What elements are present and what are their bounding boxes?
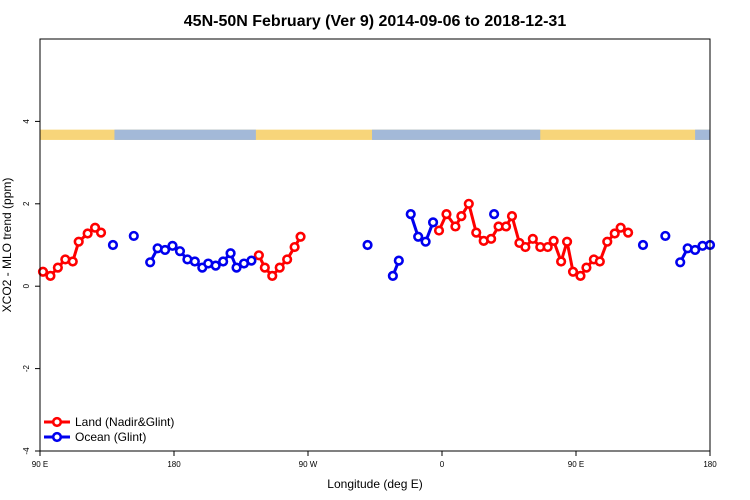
data-point [609,228,620,239]
data-point [456,211,467,222]
data-point [602,236,613,247]
y-tick-label: -4 [22,447,31,455]
series-land [37,198,634,282]
x-axis: 90 E 180 90 W 0 90 E 180 [32,451,717,469]
legend-marker [51,416,63,428]
y-tick-label: -2 [22,364,31,372]
y-axis-label: XCO2 - MLO trend (ppm) [0,178,14,313]
data-point [253,250,264,261]
series-ocean [107,209,716,282]
data-point [274,262,285,273]
data-point [210,260,221,271]
y-tick-label: 2 [22,201,31,206]
plot-frame [39,38,711,452]
ocean-band [114,129,256,140]
data-point [623,227,634,238]
data-point [433,225,445,236]
data-point [441,209,452,220]
data-point [575,270,586,282]
data-point [548,235,559,246]
data-point [246,255,257,266]
data-point [218,256,229,267]
data-point [427,217,439,228]
data-point [506,211,518,222]
data-point [225,248,236,259]
x-tick-label: 90 E [32,460,48,469]
y-axis: -4 -2 0 2 4 [22,119,40,455]
data-point [107,239,119,251]
data-point [637,239,649,251]
data-point [67,256,78,267]
data-point [52,262,63,273]
y-tick-label: 4 [22,119,31,124]
data-point [295,231,306,242]
data-point [486,233,497,244]
data-point [567,266,579,277]
data-point [289,241,300,253]
data-point [231,262,242,273]
data-point [73,236,84,247]
x-tick-label: 180 [167,460,181,469]
data-point [82,228,93,239]
data-point [581,262,592,273]
data-point [500,221,512,232]
data-point [405,209,416,220]
data-point [660,230,671,242]
data-point [420,236,431,247]
legend: Land (Nadir&Glint)Ocean (Glint) [44,415,174,444]
data-point [594,256,605,267]
data-point [556,256,567,267]
data-point [542,241,553,253]
data-point [282,254,293,265]
x-tick-label: 90 W [299,460,318,469]
data-point [393,255,404,266]
chart-title: 45N-50N February (Ver 9) 2014-09-06 to 2… [184,13,567,30]
data-point [387,270,398,282]
legend-entry: Ocean (Glint) [75,430,146,444]
ocean-band [372,129,541,140]
legend-entry: Land (Nadir&Glint) [75,415,174,429]
data-point [45,270,56,282]
data-point [675,257,686,268]
data-point [520,241,531,253]
data-point [450,221,461,232]
data-point [189,256,200,267]
land-ocean-strip [40,129,710,140]
x-axis-label: Longitude (deg E) [327,477,422,491]
series-layer [37,198,716,282]
legend-marker [51,431,63,443]
ocean-band [695,129,710,140]
data-point [167,240,178,251]
data-point [463,198,474,209]
x-tick-label: 90 E [568,460,584,469]
data-point [561,236,573,247]
data-point [159,244,171,256]
data-point [174,246,186,257]
data-point [615,222,626,233]
y-tick-label: 0 [22,283,31,288]
data-point [413,231,424,242]
data-point [527,233,538,244]
data-point [145,257,156,268]
x-tick-label: 0 [440,460,445,469]
data-point [489,209,500,220]
data-point [37,266,49,277]
data-point [128,230,139,242]
data-point [259,262,270,273]
data-point [95,227,107,238]
data-point [267,270,278,282]
data-point [362,239,373,251]
data-point [471,227,482,238]
x-tick-label: 180 [703,460,717,469]
data-point [690,244,701,256]
